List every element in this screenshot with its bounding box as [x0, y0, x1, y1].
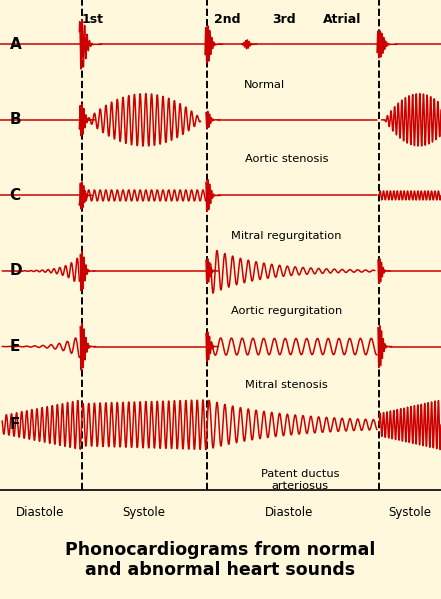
Text: Systole: Systole	[389, 506, 432, 519]
Text: C: C	[10, 188, 21, 203]
Text: Normal: Normal	[244, 80, 285, 90]
Text: 3rd: 3rd	[273, 13, 296, 26]
Text: Atrial: Atrial	[322, 13, 361, 26]
Text: A: A	[10, 37, 22, 52]
Text: Mitral regurgitation: Mitral regurgitation	[232, 231, 342, 241]
Text: Phonocardiograms from normal
and abnormal heart sounds: Phonocardiograms from normal and abnorma…	[65, 541, 376, 579]
Text: D: D	[10, 264, 22, 279]
Text: F: F	[10, 418, 20, 432]
Text: Aortic stenosis: Aortic stenosis	[245, 154, 329, 164]
Text: B: B	[10, 113, 21, 128]
Text: Systole: Systole	[122, 506, 165, 519]
Text: E: E	[10, 339, 20, 354]
Text: 2nd: 2nd	[214, 13, 240, 26]
Text: Mitral stenosis: Mitral stenosis	[245, 380, 328, 391]
Text: 1st: 1st	[82, 13, 104, 26]
Text: Diastole: Diastole	[15, 506, 64, 519]
Text: Patent ductus
arteriosus: Patent ductus arteriosus	[261, 469, 339, 491]
Text: Diastole: Diastole	[265, 506, 313, 519]
Text: Aortic regurgitation: Aortic regurgitation	[231, 307, 342, 316]
